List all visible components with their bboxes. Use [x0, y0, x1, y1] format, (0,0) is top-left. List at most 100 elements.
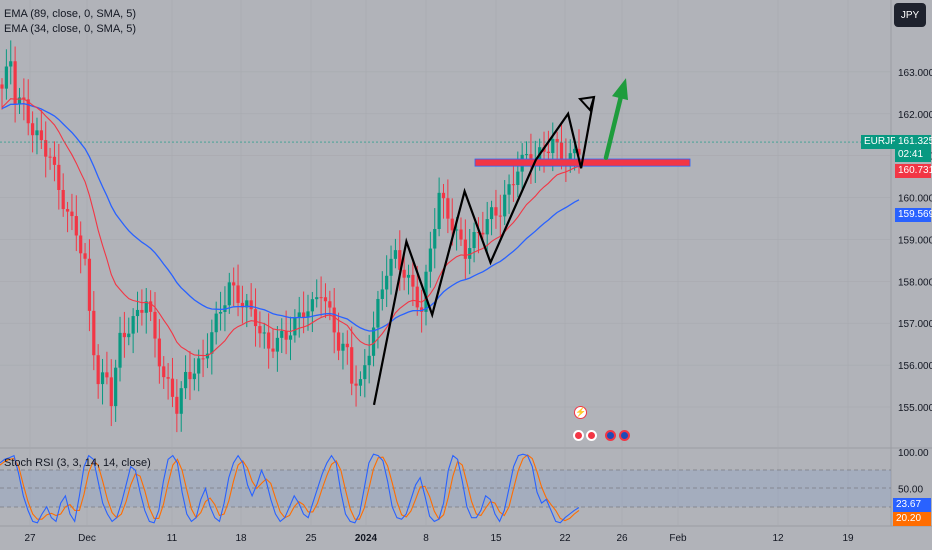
currency-button[interactable]: JPY — [894, 3, 926, 27]
time-tick-label: 25 — [305, 533, 317, 544]
candle-body — [468, 248, 472, 259]
time-tick-label: 26 — [616, 533, 628, 544]
candle-body — [127, 333, 131, 338]
candle-body — [358, 379, 363, 386]
candle-body — [153, 311, 157, 339]
candle-body — [341, 343, 345, 351]
candle-body — [22, 97, 26, 100]
time-tick-label: Dec — [78, 533, 96, 544]
candle-body — [61, 189, 65, 210]
candle-body — [197, 358, 201, 374]
candle-body — [472, 232, 476, 249]
candle-body — [214, 313, 218, 333]
candle-body — [297, 312, 301, 318]
candle-body — [459, 229, 463, 240]
candle-body — [555, 139, 559, 143]
price-tick-label: 156.000 — [898, 361, 932, 372]
candle-body — [481, 232, 485, 235]
candle-body — [118, 332, 122, 368]
eu-flag-icon[interactable] — [605, 430, 616, 441]
candle-body — [87, 258, 92, 311]
candle-body — [389, 258, 393, 276]
candle-body — [253, 309, 258, 327]
candle-body — [393, 250, 398, 259]
stoch-tick-label: 50.00 — [898, 485, 923, 496]
candle-body — [109, 377, 113, 407]
ema-34-legend[interactable]: EMA (34, close, 0, SMA, 5) — [4, 23, 137, 35]
countdown-tag: 02:41 — [895, 148, 931, 162]
candle-body — [428, 248, 432, 272]
candle-body — [227, 282, 231, 306]
candle-body — [446, 198, 450, 219]
candle-body — [4, 66, 8, 89]
candle-body — [210, 332, 214, 354]
candle-body — [0, 84, 4, 89]
candle-body — [188, 371, 192, 380]
candle-body — [175, 396, 179, 414]
ema-89-price-tag: 159.569 — [895, 208, 932, 222]
candle-body — [489, 207, 494, 220]
candle-body — [323, 297, 328, 302]
forecast-arrow[interactable] — [603, 78, 628, 161]
candle-body — [455, 229, 459, 231]
candle-body — [573, 148, 577, 154]
candle-body — [100, 372, 105, 385]
candle-body — [293, 317, 297, 336]
time-tick-label: 18 — [235, 533, 247, 544]
candlestick-series — [0, 40, 581, 433]
candle-body — [13, 61, 17, 105]
candle-body — [385, 275, 389, 290]
candle-body — [363, 365, 367, 380]
symbol-tag: EURJPY — [861, 135, 903, 149]
candle-body — [57, 164, 61, 190]
stoch-rsi-legend[interactable]: Stoch RSI (3, 3, 14, 14, close) — [4, 457, 151, 469]
stoch-k-line — [0, 453, 580, 524]
candle-body — [441, 192, 446, 199]
ema-89-legend[interactable]: EMA (89, close, 0, SMA, 5) — [4, 8, 137, 20]
candle-body — [114, 367, 118, 407]
time-tick-label: 22 — [559, 533, 571, 544]
candle-body — [332, 307, 336, 333]
candle-body — [411, 274, 415, 287]
stoch-k-tag: 23.67 — [893, 498, 931, 512]
zigzag-projection[interactable] — [372, 96, 596, 406]
candle-body — [376, 298, 380, 328]
candle-body — [402, 269, 406, 278]
candle-body — [162, 366, 166, 378]
candle-body — [35, 130, 39, 136]
time-tick-label: Feb — [669, 533, 687, 544]
candle-body — [262, 332, 266, 334]
flag-icon[interactable] — [586, 430, 597, 441]
lightning-icon[interactable]: ⚡ — [574, 406, 587, 419]
flag-icon[interactable] — [573, 430, 584, 441]
candle-body — [524, 154, 529, 156]
candle-body — [371, 327, 376, 356]
candle-body — [131, 316, 135, 334]
candle-body — [135, 309, 140, 317]
candle-body — [179, 388, 183, 414]
stoch-d-tag: 20.20 — [893, 512, 931, 526]
eu-flag-icon[interactable] — [619, 430, 630, 441]
candle-body — [70, 211, 74, 217]
forecast-arrowhead — [612, 78, 628, 101]
candle-body — [420, 307, 424, 312]
price-tick-label: 160.000 — [898, 194, 932, 205]
candle-body — [96, 355, 100, 385]
candle-body — [415, 286, 419, 308]
candle-body — [306, 311, 310, 318]
candle-body — [345, 343, 349, 348]
candle-body — [485, 219, 489, 235]
ema-34-price-tag: 160.731 — [895, 164, 932, 178]
candle-body — [140, 309, 144, 313]
candle-body — [267, 332, 271, 349]
price-tick-label: 157.000 — [898, 319, 932, 330]
price-tick-label: 162.000 — [898, 110, 932, 121]
candle-body — [315, 297, 319, 300]
stoch-tick-label: 100.00 — [898, 448, 929, 459]
candle-body — [511, 184, 516, 186]
candle-body — [551, 139, 555, 154]
candle-body — [302, 312, 306, 318]
candle-body — [157, 338, 161, 367]
time-tick-label: 11 — [167, 533, 178, 544]
